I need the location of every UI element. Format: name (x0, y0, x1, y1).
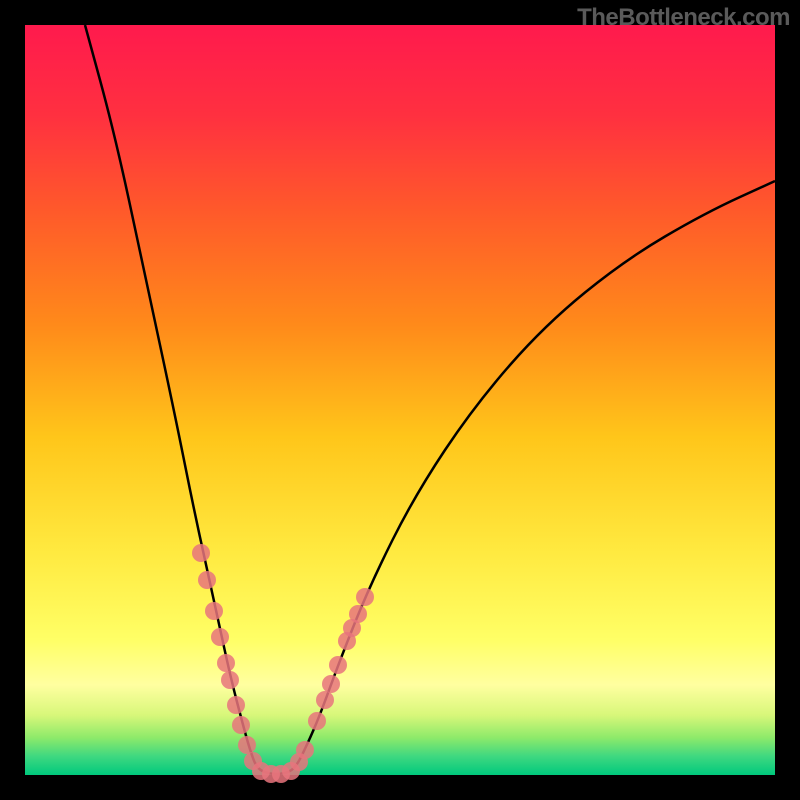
data-marker (192, 544, 210, 562)
data-marker (198, 571, 216, 589)
data-marker (217, 654, 235, 672)
data-marker (296, 741, 314, 759)
data-marker (349, 605, 367, 623)
data-marker (322, 675, 340, 693)
bottleneck-chart (0, 0, 800, 800)
data-marker (356, 588, 374, 606)
data-marker (211, 628, 229, 646)
data-marker (316, 691, 334, 709)
chart-container: TheBottleneck.com (0, 0, 800, 800)
data-marker (308, 712, 326, 730)
data-marker (221, 671, 239, 689)
data-marker (227, 696, 245, 714)
watermark-text: TheBottleneck.com (577, 4, 790, 32)
data-marker (232, 716, 250, 734)
data-marker (205, 602, 223, 620)
data-marker (338, 632, 356, 650)
data-marker (238, 736, 256, 754)
data-marker (329, 656, 347, 674)
plot-gradient-background (25, 25, 775, 775)
